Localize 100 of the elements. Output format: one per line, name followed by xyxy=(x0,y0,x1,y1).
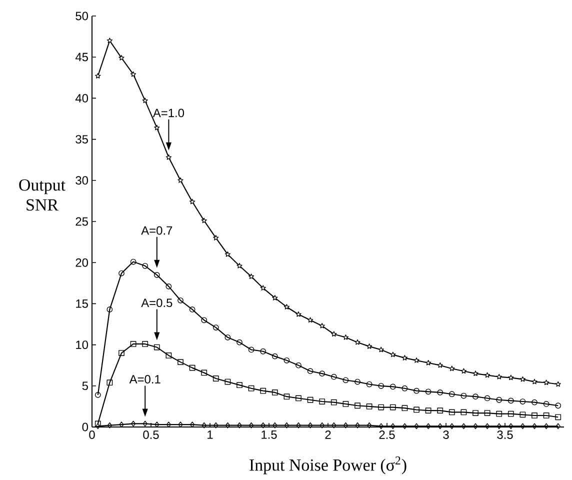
point xyxy=(366,344,372,349)
point xyxy=(449,366,455,372)
point xyxy=(107,422,112,428)
point xyxy=(366,381,372,388)
point xyxy=(343,422,348,428)
x-tick-label: 1 xyxy=(208,430,213,439)
point xyxy=(543,412,550,418)
y-tick-label: 45 xyxy=(75,52,88,62)
point xyxy=(354,339,360,345)
point xyxy=(248,274,254,280)
point xyxy=(484,372,490,378)
point xyxy=(178,359,184,365)
point xyxy=(284,394,290,400)
point xyxy=(142,420,148,427)
point xyxy=(555,381,561,387)
point xyxy=(296,311,302,317)
point xyxy=(332,422,336,428)
point xyxy=(414,423,419,430)
point xyxy=(201,370,208,376)
point xyxy=(142,341,148,347)
point xyxy=(378,404,384,410)
point xyxy=(402,423,407,430)
point xyxy=(320,422,324,428)
point xyxy=(555,414,562,420)
point xyxy=(249,422,254,428)
point xyxy=(484,410,490,416)
point xyxy=(307,317,314,323)
point xyxy=(95,73,101,78)
point xyxy=(272,422,278,428)
point xyxy=(212,376,219,382)
point xyxy=(461,423,466,430)
point xyxy=(201,218,207,224)
point xyxy=(378,382,384,389)
point xyxy=(390,423,396,430)
point xyxy=(508,374,514,380)
point xyxy=(319,322,325,328)
point xyxy=(378,423,384,430)
point xyxy=(485,423,490,430)
point xyxy=(342,334,349,340)
point xyxy=(296,362,302,368)
annotation: A=0.5 xyxy=(141,298,172,308)
point xyxy=(484,395,490,402)
point xyxy=(331,331,337,337)
y-axis-title: Output SNR xyxy=(19,179,66,211)
point xyxy=(520,423,525,430)
y-tick-label: 0 xyxy=(82,422,88,432)
point xyxy=(248,346,254,353)
point xyxy=(154,344,160,350)
y-tick-label: 15 xyxy=(76,300,88,308)
point xyxy=(342,401,349,407)
x-tick-label: 0 xyxy=(89,430,95,439)
point xyxy=(166,154,172,160)
point xyxy=(118,270,124,276)
point xyxy=(378,346,384,352)
point xyxy=(118,350,124,356)
point xyxy=(496,410,502,417)
y-tick-label: 10 xyxy=(76,340,88,350)
point xyxy=(224,251,231,257)
point xyxy=(308,422,313,428)
point xyxy=(437,390,444,396)
point xyxy=(402,405,408,412)
point xyxy=(520,398,526,404)
point xyxy=(284,357,290,364)
point xyxy=(260,388,266,394)
point xyxy=(367,422,372,428)
point xyxy=(390,384,396,390)
point xyxy=(130,341,136,347)
point xyxy=(448,409,455,416)
point xyxy=(496,396,502,403)
point xyxy=(414,388,420,394)
point xyxy=(284,422,289,428)
point xyxy=(508,423,514,430)
point xyxy=(425,408,432,414)
point xyxy=(450,423,454,430)
point xyxy=(236,262,242,268)
point xyxy=(260,422,266,428)
x-tick-label: 1.5 xyxy=(262,430,277,439)
point xyxy=(225,422,230,428)
point xyxy=(272,390,278,396)
point xyxy=(473,423,478,430)
y-tick-label: 20 xyxy=(76,258,88,267)
point xyxy=(508,410,514,417)
point xyxy=(142,262,148,269)
point xyxy=(342,377,349,384)
point xyxy=(178,177,184,183)
point xyxy=(520,376,526,382)
annotation: A=1.0 xyxy=(152,108,184,118)
y-tick-label: 25 xyxy=(76,217,88,226)
point xyxy=(496,423,502,430)
point xyxy=(189,364,196,371)
x-tick-label: 3.5 xyxy=(497,430,513,439)
x-tick-label: 0.5 xyxy=(143,430,159,439)
point xyxy=(426,423,431,430)
point xyxy=(414,357,420,363)
point xyxy=(532,378,538,384)
x-tick-label: 2.5 xyxy=(379,430,395,439)
point xyxy=(154,272,160,278)
point xyxy=(213,235,219,240)
point xyxy=(390,404,396,410)
x-tick-label: 2 xyxy=(325,430,331,439)
